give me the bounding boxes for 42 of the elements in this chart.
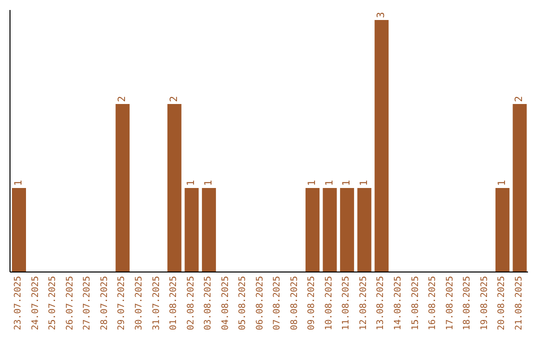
x-tick-label: 30.07.2025 bbox=[134, 276, 144, 330]
data-label: 1 bbox=[358, 180, 370, 186]
x-tick-label: 27.07.2025 bbox=[82, 276, 93, 330]
x-tick-label: 14.08.2025 bbox=[394, 276, 404, 330]
x-tick-label: 21.08.2025 bbox=[514, 276, 524, 330]
x-tick-label: 03.08.2025 bbox=[204, 276, 214, 330]
data-label: 1 bbox=[496, 180, 508, 186]
x-tick-label: 06.08.2025 bbox=[255, 276, 266, 330]
x-tick-label: 24.07.2025 bbox=[30, 276, 41, 330]
x-tick-label: 25.07.2025 bbox=[48, 276, 58, 330]
x-tick-label: 01.08.2025 bbox=[169, 276, 180, 330]
x-tick-label: 20.08.2025 bbox=[497, 276, 508, 330]
x-tick-label: 10.08.2025 bbox=[324, 276, 334, 330]
data-label: 1 bbox=[342, 180, 353, 186]
data-label: 1 bbox=[203, 180, 214, 186]
x-tick-label: 31.07.2025 bbox=[152, 276, 162, 330]
x-tick-label: 11.08.2025 bbox=[342, 276, 352, 330]
data-label: 1 bbox=[324, 180, 336, 186]
data-label: 1 bbox=[307, 180, 318, 186]
x-tick-label: 18.08.2025 bbox=[462, 276, 473, 330]
data-label: 2 bbox=[117, 96, 128, 102]
data-label: 2 bbox=[514, 96, 526, 102]
x-tick-label: 29.07.2025 bbox=[117, 276, 128, 330]
x-tick-label: 26.07.2025 bbox=[65, 276, 76, 330]
x-tick-label: 17.08.2025 bbox=[445, 276, 456, 330]
x-tick-label: 28.07.2025 bbox=[100, 276, 110, 330]
data-label: 3 bbox=[376, 12, 388, 18]
x-tick-label: 09.08.2025 bbox=[307, 276, 318, 330]
data-label: 2 bbox=[168, 96, 180, 102]
x-tick-label: 04.08.2025 bbox=[220, 276, 231, 330]
x-tick-label: 12.08.2025 bbox=[358, 276, 369, 330]
x-tick-label: 13.08.2025 bbox=[376, 276, 386, 330]
x-tick-label: 05.08.2025 bbox=[238, 276, 248, 330]
x-tick-label: 19.08.2025 bbox=[480, 276, 490, 330]
x-tick-label: 15.08.2025 bbox=[410, 276, 421, 330]
data-label: 1 bbox=[14, 180, 24, 186]
x-tick-label: 08.08.2025 bbox=[290, 276, 300, 330]
data-label: 1 bbox=[186, 180, 198, 186]
x-tick-label: 02.08.2025 bbox=[186, 276, 196, 330]
x-tick-label: 16.08.2025 bbox=[428, 276, 438, 330]
x-tick-label: 23.07.2025 bbox=[14, 276, 24, 330]
x-tick-label: 07.08.2025 bbox=[272, 276, 283, 330]
